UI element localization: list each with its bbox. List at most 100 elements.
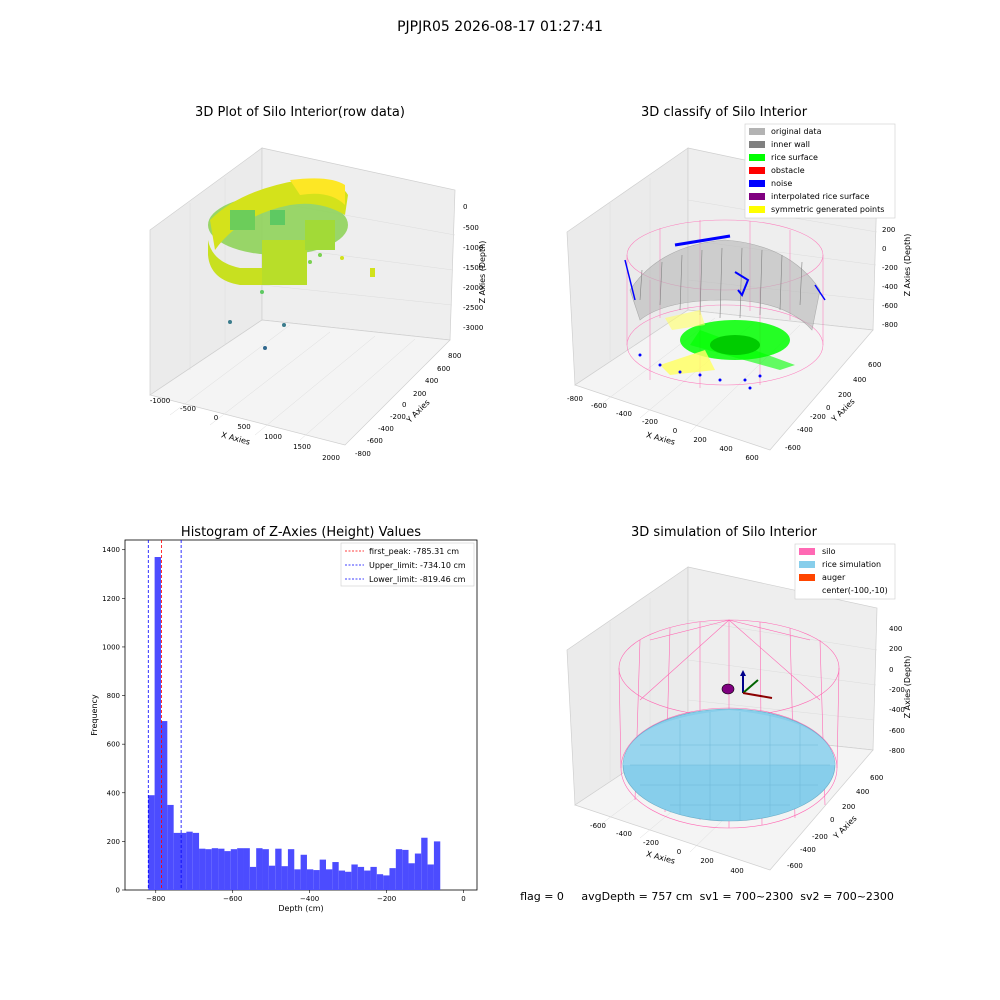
status-summary-text: flag = 0 avgDepth = 757 cm sv1 = 700~230…	[520, 890, 894, 903]
panel2-ztick: 0	[882, 245, 886, 253]
panel4-rice-simulation	[622, 708, 836, 822]
panel4-xtick: -400	[616, 830, 632, 838]
panel1-ztick: -3000	[463, 324, 483, 332]
histogram-xtick-label: −600	[223, 895, 242, 903]
panel4-ztick: -400	[889, 706, 905, 714]
panel4-xtick: 400	[730, 867, 743, 875]
panel1-ztick: -2000	[463, 284, 483, 292]
panel1-ztick: -500	[463, 224, 479, 232]
histogram-ytick-label: 400	[107, 789, 120, 797]
histogram-bar	[173, 832, 181, 890]
histogram-reference-lines	[147, 540, 182, 890]
histogram-bar	[192, 832, 200, 890]
panel4-ytick: 600	[870, 774, 883, 782]
legend-lower-limit: Lower_limit: -819.46 cm	[369, 575, 466, 584]
histogram-bar	[180, 832, 187, 890]
panel4-ztick: -800	[889, 747, 905, 755]
panel1-ytick: 800	[448, 352, 461, 360]
histogram-x-ticks: −800 −600 −400 −200 0	[146, 890, 466, 903]
panel2-legend: original data inner wall rice surface ob…	[744, 123, 896, 219]
legend-first-peak: first_peak: -785.31 cm	[369, 547, 459, 556]
panel4-center-marker	[721, 670, 773, 699]
panel4-ytick: -600	[787, 862, 803, 870]
panel2-ytick: 600	[868, 361, 881, 369]
histogram-bar	[205, 849, 212, 890]
histogram-bar	[148, 795, 155, 890]
legend-entry-center: center(-100,-10)	[822, 586, 888, 595]
panel4-title: 3D simulation of Silo Interior	[631, 525, 818, 540]
histogram-xtick-label: −800	[146, 895, 165, 903]
panel4-xtick: -600	[590, 822, 606, 830]
legend-entry-symmetric: symmetric generated points	[749, 205, 884, 214]
panel1-xlabel: X Axies	[220, 430, 251, 446]
legend-entry-rice-surface: rice surface	[749, 153, 818, 162]
panel1-ytick: 200	[413, 390, 426, 398]
panel1-xtick: -1000	[150, 397, 170, 405]
histogram-bar	[383, 875, 390, 890]
histogram-bar	[199, 848, 206, 890]
panel2-noise	[624, 234, 826, 390]
legend-label: center(-100,-10)	[822, 586, 888, 595]
panel4-ytick: -200	[812, 833, 828, 841]
panel2-xtick: 200	[693, 436, 706, 444]
legend-entry-inner-wall: inner wall	[749, 140, 810, 149]
histogram-bar	[243, 848, 250, 890]
panel2-ztick: -200	[882, 264, 898, 272]
panel4-ytick: -400	[800, 846, 816, 854]
legend-entry-obstacle: obstacle	[749, 166, 805, 175]
panel1-z-ticks: 0 -500 -1000 -1500 -2000 -2500 -3000 Z A…	[463, 203, 487, 332]
legend-entry-noise: noise	[749, 179, 792, 188]
panel4-zlabel: Z Axies (Depth)	[903, 656, 912, 719]
panel1-point-cloud	[208, 178, 375, 350]
histogram-bar	[230, 849, 238, 890]
histogram-bar	[287, 849, 295, 890]
panel1-xtick: 500	[237, 423, 250, 431]
histogram-bar	[186, 831, 193, 890]
panel1-ytick: 0	[402, 401, 406, 409]
histogram-bar	[160, 721, 168, 890]
histogram-ytick-label: 600	[107, 741, 120, 749]
legend-entry-silo: silo	[799, 547, 836, 556]
panel2-ztick: 200	[882, 226, 895, 234]
panel1-ztick: -1000	[463, 244, 483, 252]
histogram-bar	[351, 864, 358, 890]
legend-label: interpolated rice surface	[771, 192, 869, 201]
histogram-ytick-label: 200	[107, 838, 120, 846]
histogram-bar	[154, 557, 161, 890]
histogram-bar	[402, 849, 409, 890]
panel4-xtick: -200	[643, 839, 659, 847]
panel1-ylabel: Y Axies	[404, 398, 432, 426]
histogram-bars	[148, 557, 441, 890]
legend-entry-rice-simulation: rice simulation	[799, 560, 881, 569]
panel2-xtick: -800	[567, 395, 583, 403]
panel4-ytick: 0	[830, 816, 834, 824]
panel4-ztick: 200	[889, 645, 902, 653]
panel2-ytick: -600	[785, 444, 801, 452]
panel4-z-ticks: 400 200 0 -200 -400 -600 -800 Z Axies (D…	[889, 625, 912, 755]
legend-label: auger	[822, 573, 846, 582]
histogram-bar	[338, 870, 346, 890]
panel4-xtick: 0	[677, 848, 681, 856]
panel1-title: 3D Plot of Silo Interior(row data)	[195, 105, 405, 120]
histogram-bar	[408, 863, 415, 890]
figure-suptitle: PJPJR05 2026-08-17 01:27:41	[397, 19, 603, 35]
histogram-bar	[224, 851, 231, 890]
panel1-ytick: -600	[367, 437, 383, 445]
panel1-ztick: -2500	[463, 304, 483, 312]
histogram-xtick-label: −200	[377, 895, 396, 903]
histogram-bar	[427, 864, 434, 890]
legend-entry-interpolated: interpolated rice surface	[749, 192, 869, 201]
histogram-bar	[281, 866, 288, 890]
panel2-xtick: 600	[745, 454, 758, 462]
panel4-ytick: 400	[856, 788, 869, 796]
histogram-bar	[313, 870, 320, 890]
panel1-ztick: 0	[463, 203, 467, 211]
panel2-xtick: 0	[673, 427, 677, 435]
histogram-ytick-label: 0	[116, 887, 120, 895]
histogram-bar	[262, 849, 269, 890]
panel-histogram: Histogram of Z-Axies (Height) Values −80…	[90, 525, 478, 913]
histogram-legend: first_peak: -785.31 cm Upper_limit: -734…	[340, 542, 475, 587]
panel1-zlabel: Z Axies (Depth)	[478, 241, 487, 304]
panel4-ztick: -600	[889, 727, 905, 735]
panel4-ztick: 400	[889, 625, 902, 633]
